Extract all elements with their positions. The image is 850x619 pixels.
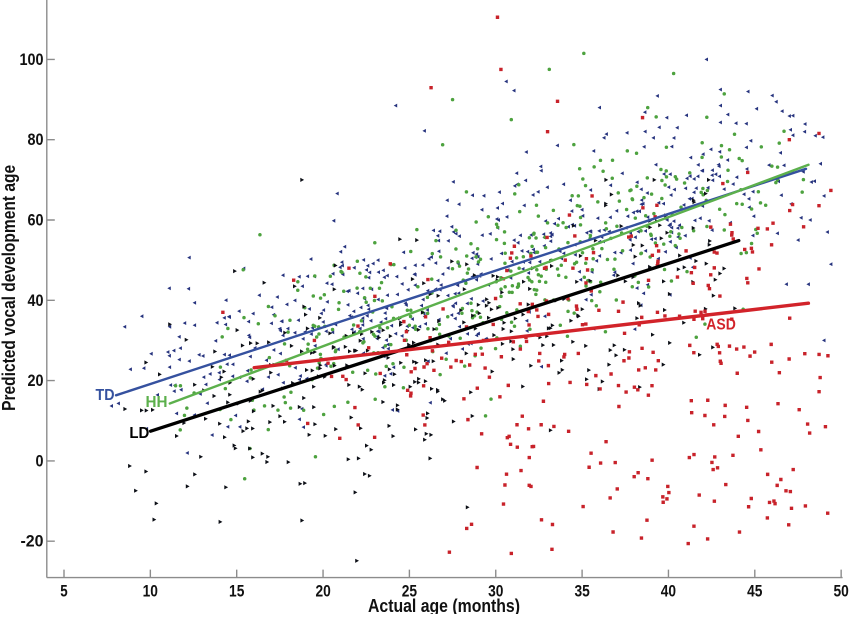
svg-text:40: 40 xyxy=(661,583,676,601)
svg-text:100: 100 xyxy=(20,51,44,69)
svg-text:30: 30 xyxy=(488,583,503,601)
svg-text:15: 15 xyxy=(229,583,244,601)
svg-text:LD: LD xyxy=(129,425,149,442)
svg-text:35: 35 xyxy=(574,583,589,601)
svg-text:5: 5 xyxy=(60,583,67,601)
svg-text:10: 10 xyxy=(143,583,158,601)
svg-text:20: 20 xyxy=(315,583,330,601)
svg-text:-20: -20 xyxy=(21,533,44,551)
svg-text:45: 45 xyxy=(747,583,762,601)
svg-text:25: 25 xyxy=(402,583,417,601)
svg-text:60: 60 xyxy=(28,212,44,230)
svg-text:40: 40 xyxy=(28,292,44,310)
svg-text:ASD: ASD xyxy=(706,317,736,334)
svg-text:TD: TD xyxy=(96,387,115,404)
svg-text:Actual age (months): Actual age (months) xyxy=(368,596,520,614)
svg-text:HH: HH xyxy=(146,394,168,411)
svg-text:20: 20 xyxy=(28,372,44,390)
svg-text:50: 50 xyxy=(833,583,848,601)
svg-text:Predicted vocal development ag: Predicted vocal development age xyxy=(0,165,19,411)
svg-text:80: 80 xyxy=(28,131,44,149)
svg-text:0: 0 xyxy=(36,452,44,470)
